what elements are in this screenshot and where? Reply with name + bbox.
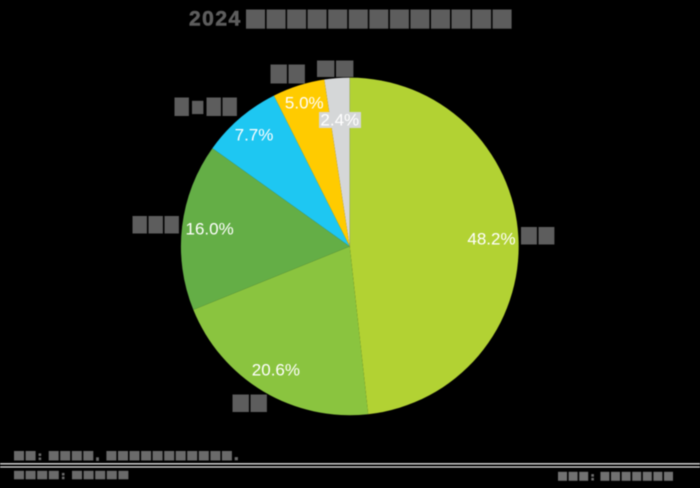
svg-text:48.2%: 48.2% — [467, 230, 515, 249]
svg-text:2024: 2024 — [189, 8, 242, 31]
svg-text:20.6%: 20.6% — [252, 360, 300, 379]
svg-text:7.7%: 7.7% — [235, 126, 274, 145]
svg-text:2.4%: 2.4% — [320, 111, 359, 130]
svg-text:16.0%: 16.0% — [185, 219, 233, 238]
svg-text:5.0%: 5.0% — [285, 94, 324, 113]
